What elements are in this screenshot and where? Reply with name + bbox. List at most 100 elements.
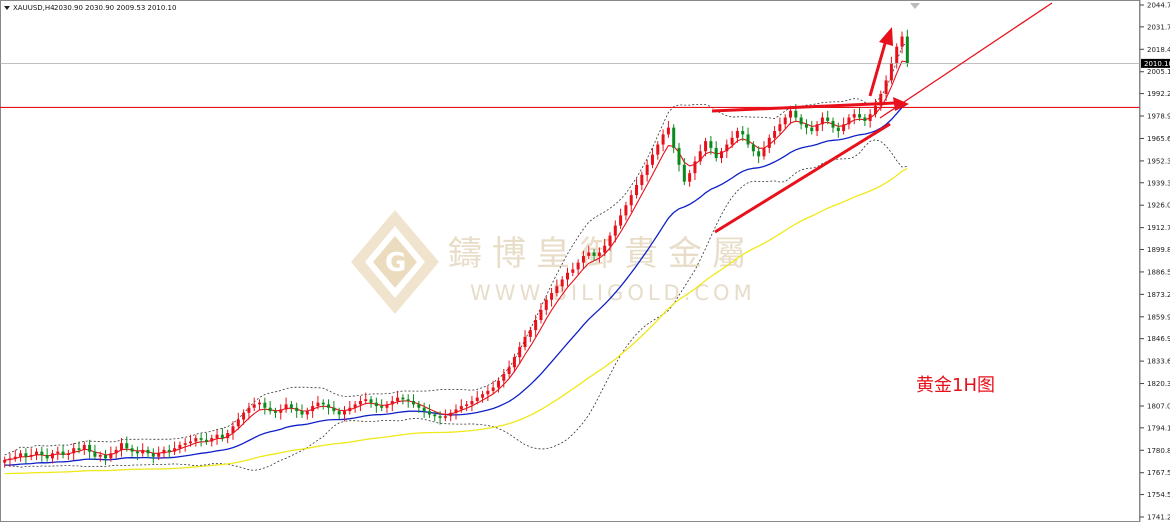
candle-body bbox=[619, 215, 623, 226]
candles-layer bbox=[3, 29, 909, 468]
ascending-trendline bbox=[879, 2, 1053, 119]
candle-body bbox=[422, 407, 426, 412]
triangle-lower-line bbox=[714, 122, 891, 234]
candle-body bbox=[125, 443, 129, 449]
candle-body bbox=[900, 36, 904, 47]
candle-body bbox=[348, 407, 352, 412]
y-tick-label: 1807.05 bbox=[1147, 402, 1170, 410]
candle-body bbox=[826, 117, 830, 121]
candle-body bbox=[45, 454, 49, 459]
dropdown-triangle-icon bbox=[4, 6, 10, 10]
candle-body bbox=[507, 367, 511, 375]
candle-body bbox=[449, 412, 453, 417]
y-tick-label: 1846.95 bbox=[1147, 335, 1170, 343]
candle-body bbox=[550, 293, 554, 300]
plot-frame bbox=[0, 0, 1140, 522]
candle-body bbox=[682, 164, 686, 182]
bollinger-upper-band bbox=[4, 41, 908, 456]
candle-body bbox=[167, 449, 171, 452]
candle-body bbox=[873, 105, 877, 115]
candle-body bbox=[72, 448, 76, 454]
candle-body bbox=[268, 407, 272, 412]
candle-body bbox=[443, 416, 447, 418]
candle-body bbox=[688, 173, 692, 182]
candle-body bbox=[698, 151, 702, 162]
candle-body bbox=[204, 439, 208, 442]
current-price-box bbox=[1141, 58, 1170, 68]
candle-body bbox=[61, 451, 65, 455]
candle-body bbox=[905, 36, 909, 64]
candle-body bbox=[273, 411, 277, 413]
candle-body bbox=[358, 401, 362, 405]
ohlc-values: 2030.90 2030.90 2009.53 2010.10 bbox=[54, 4, 176, 12]
current-price-label: 2010.10 bbox=[1144, 60, 1170, 68]
y-tick-label: 1965.60 bbox=[1147, 135, 1170, 143]
candle-body bbox=[295, 407, 299, 412]
candle-body bbox=[226, 433, 230, 439]
candle-body bbox=[635, 185, 639, 196]
y-tick-label: 1820.35 bbox=[1147, 380, 1170, 388]
candle-body bbox=[534, 320, 538, 331]
candle-body bbox=[783, 117, 787, 125]
candle-body bbox=[412, 401, 416, 405]
candle-body bbox=[470, 401, 474, 405]
candle-body bbox=[433, 414, 437, 417]
candle-body bbox=[512, 357, 516, 368]
y-tick-label: 1978.90 bbox=[1147, 113, 1170, 121]
candle-body bbox=[210, 438, 214, 442]
candle-body bbox=[709, 141, 713, 148]
candle-body bbox=[252, 404, 256, 408]
candle-body bbox=[82, 444, 86, 450]
candle-body bbox=[93, 451, 97, 457]
candle-body bbox=[544, 299, 548, 310]
candle-body bbox=[576, 262, 580, 270]
candle-body bbox=[868, 114, 872, 121]
candle-body bbox=[714, 147, 718, 159]
candle-body bbox=[815, 124, 819, 132]
y-tick-label: 2044.70 bbox=[1147, 2, 1170, 10]
candle-body bbox=[220, 434, 224, 439]
candle-body bbox=[157, 453, 161, 457]
candle-body bbox=[836, 127, 840, 132]
y-tick-label: 1992.20 bbox=[1147, 90, 1170, 98]
candle-body bbox=[555, 286, 559, 294]
drawing-layer: 2010.10 bbox=[0, 2, 1170, 234]
candle-body bbox=[3, 460, 7, 463]
candle-body bbox=[852, 114, 856, 118]
candle-body bbox=[725, 144, 729, 152]
candle-body bbox=[380, 406, 384, 408]
candle-body bbox=[178, 444, 182, 449]
candle-body bbox=[353, 404, 357, 408]
candle-body bbox=[650, 154, 654, 165]
arrow-right-icon bbox=[893, 97, 909, 111]
y-tick-label: 1859.90 bbox=[1147, 313, 1170, 321]
candle-body bbox=[767, 137, 771, 148]
y-tick-label: 1741.25 bbox=[1147, 514, 1170, 522]
candle-body bbox=[406, 399, 410, 402]
candle-body bbox=[762, 147, 766, 157]
chart-header: XAUUSD,H4 2030.90 2030.90 2009.53 2010.1… bbox=[4, 4, 176, 12]
candle-body bbox=[645, 164, 649, 175]
candle-body bbox=[592, 252, 596, 256]
candle-body bbox=[8, 458, 12, 461]
candle-body bbox=[863, 117, 867, 121]
candle-body bbox=[194, 438, 198, 442]
candle-body bbox=[624, 205, 628, 216]
candle-body bbox=[284, 404, 288, 410]
candle-body bbox=[502, 374, 506, 381]
candle-body bbox=[119, 443, 123, 450]
candle-body bbox=[374, 402, 378, 407]
candle-body bbox=[279, 409, 283, 413]
watermark-logo-icon: G bbox=[351, 210, 439, 314]
candle-body bbox=[114, 449, 118, 454]
candle-body bbox=[794, 110, 798, 118]
candle-body bbox=[342, 411, 346, 415]
candle-body bbox=[757, 151, 761, 157]
candle-body bbox=[98, 454, 102, 457]
y-tick-label: 1873.20 bbox=[1147, 291, 1170, 299]
candle-body bbox=[369, 399, 373, 403]
candle-body bbox=[390, 401, 394, 405]
triangle-upper-line bbox=[711, 101, 896, 113]
candle-body bbox=[704, 141, 708, 152]
candle-body bbox=[146, 449, 150, 454]
